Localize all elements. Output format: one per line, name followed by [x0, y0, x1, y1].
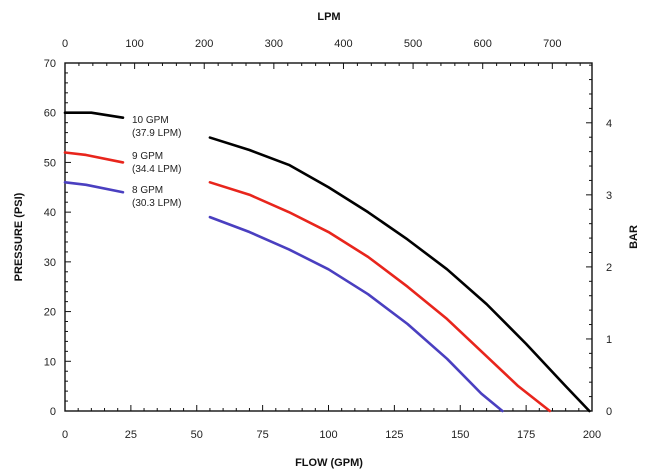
y-tick-label: 40	[44, 207, 56, 219]
x2-tick-label: 0	[62, 38, 68, 50]
y-tick-label: 70	[44, 58, 56, 70]
series-lines	[63, 111, 591, 413]
x-axis-title: FLOW (GPM)	[295, 457, 363, 469]
x2-tick-label: 700	[543, 38, 561, 50]
y-tick-label: 50	[44, 157, 56, 169]
series-label: (30.3 LPM)	[132, 198, 181, 209]
y-tick-label: 20	[44, 307, 56, 319]
series-line	[208, 181, 552, 413]
tick-marks	[64, 62, 593, 412]
y2-tick-label: 4	[606, 118, 612, 130]
series-labels: 10 GPM (37.9 LPM) 9 GPM (34.4 LPM) 8 GPM (30.…	[132, 115, 181, 209]
x-tick-label: 100	[319, 429, 337, 441]
x2-tick-label: 400	[334, 38, 352, 50]
x2-axis-title: LPM	[317, 11, 340, 23]
series-label: (34.4 LPM)	[132, 164, 181, 175]
x-tick-label: 0	[62, 429, 68, 441]
x-tick-label: 150	[451, 429, 469, 441]
y-tick-label: 0	[50, 406, 56, 418]
x-tick-label: 25	[125, 429, 137, 441]
series-line	[63, 111, 125, 119]
y-axis-title: PRESSURE (PSI)	[13, 192, 25, 281]
x-tick-label: 125	[385, 429, 403, 441]
x-tick-label: 200	[583, 429, 601, 441]
series-label: 8 GPM	[132, 185, 163, 196]
x-tick-label: 50	[191, 429, 203, 441]
x-tick-label: 75	[257, 429, 269, 441]
series-line	[63, 151, 125, 164]
y2-axis-title: BAR	[628, 225, 640, 249]
series-label: (37.9 LPM)	[132, 128, 181, 139]
y2-tick-label: 0	[606, 406, 612, 418]
series-label: 10 GPM	[132, 115, 169, 126]
x2-tick-label: 100	[125, 38, 143, 50]
series-line	[208, 215, 504, 413]
y2-tick-label: 3	[606, 190, 612, 202]
y-tick-label: 30	[44, 257, 56, 269]
y-tick-label: 10	[44, 356, 56, 368]
x2-tick-label: 600	[474, 38, 492, 50]
x-tick-label: 175	[517, 429, 535, 441]
x2-tick-label: 500	[404, 38, 422, 50]
series-line	[208, 136, 591, 413]
y2-tick-label: 2	[606, 262, 612, 274]
x2-tick-label: 300	[265, 38, 283, 50]
y2-tick-label: 1	[606, 334, 612, 346]
y-tick-label: 60	[44, 108, 56, 120]
x2-tick-label: 200	[195, 38, 213, 50]
series-label: 9 GPM	[132, 151, 163, 162]
series-line	[63, 181, 125, 194]
